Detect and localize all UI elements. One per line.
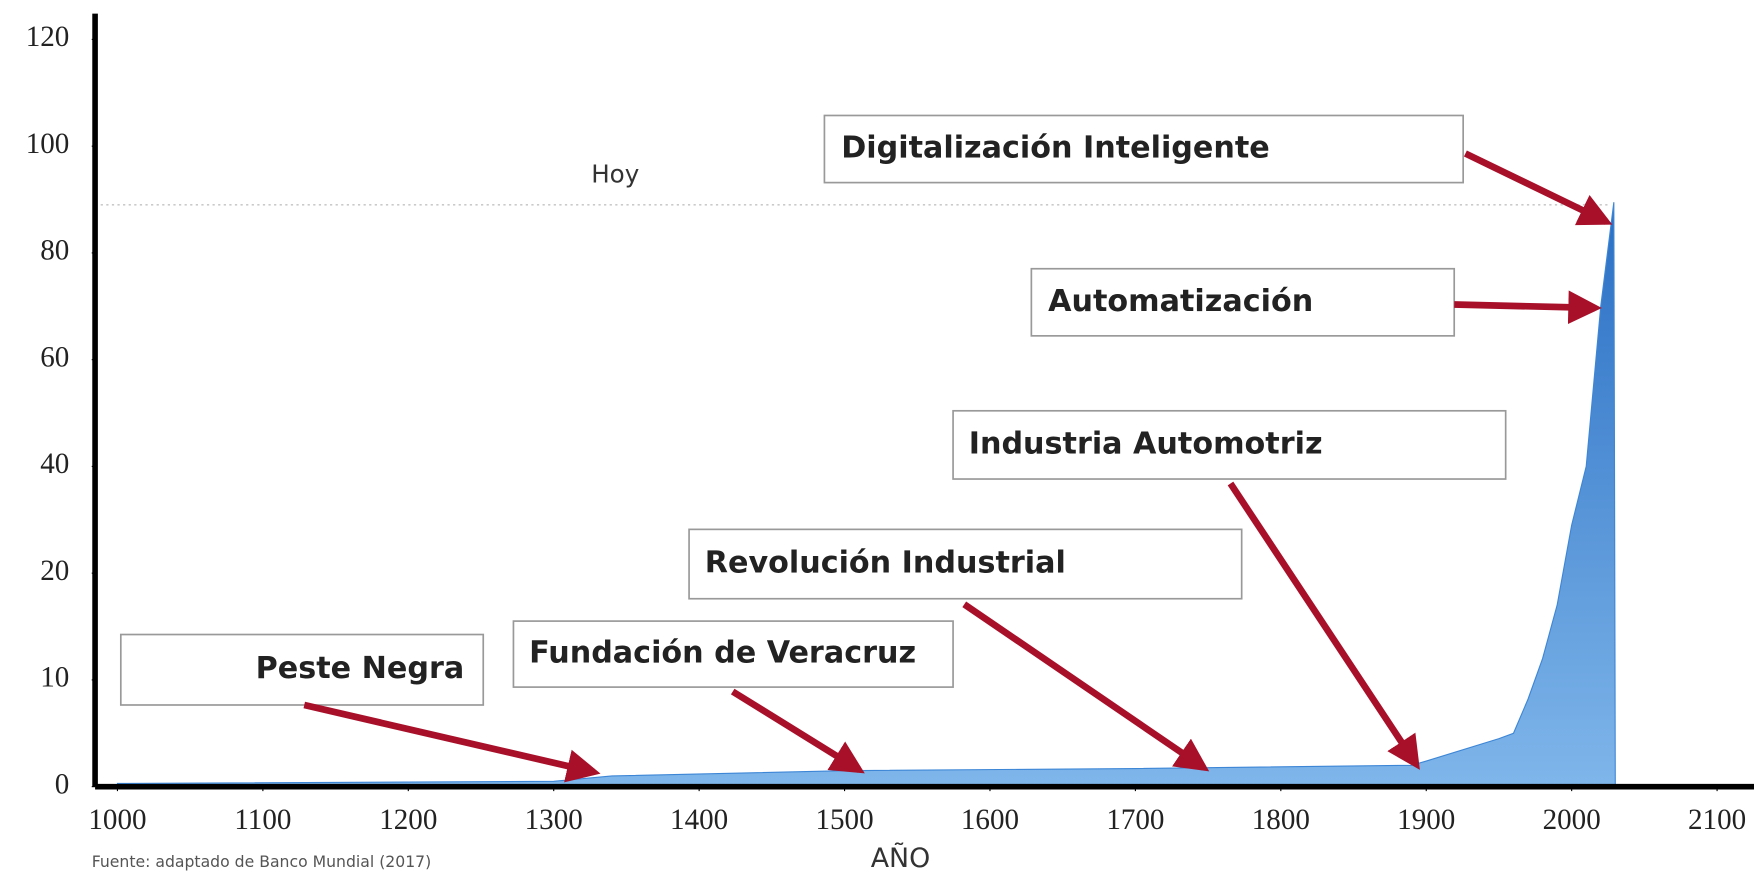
x-tick-label: 2100 [1688, 804, 1746, 836]
annotation-arrow [730, 688, 865, 774]
x-tick-label: 1700 [1106, 804, 1164, 836]
annotation-arrow [303, 701, 601, 783]
reference-label: Hoy [591, 160, 639, 189]
annotation-box [823, 114, 1464, 184]
x-tick-label: 1400 [670, 804, 728, 836]
x-tick-label: 1800 [1252, 804, 1310, 836]
annotation-box [512, 620, 954, 688]
annotation-arrow [1227, 481, 1420, 770]
annotation-text: Industria Automotriz [969, 426, 1323, 461]
x-tick-label: 1500 [815, 804, 873, 836]
annotation-arrow [1463, 150, 1613, 226]
x-tick-label: 1200 [379, 804, 437, 836]
source: Fuente: adaptado de Banco Mundial (2017) [92, 852, 432, 871]
annotation-text: Fundación de Veracruz [529, 636, 916, 671]
x-tick-label: 1900 [1397, 804, 1455, 836]
y-tick-label: 20 [40, 555, 69, 587]
x-tick-label: 1300 [525, 804, 583, 836]
y-tick-label: 10 [40, 662, 69, 694]
annotation-arrow [1454, 290, 1602, 325]
y-tick-label: 0 [55, 768, 70, 800]
x-tick-label: 1600 [961, 804, 1019, 836]
x-tick-label: 1000 [88, 804, 146, 836]
annotation-text: Revolución Industrial [705, 546, 1066, 581]
annotation-text: Peste Negra [256, 651, 465, 686]
annotation-text: Digitalización Inteligente [841, 131, 1270, 166]
x-axis-label: AÑO [871, 842, 931, 874]
x-tick-label: 2000 [1543, 804, 1601, 836]
annotation-arrow [962, 601, 1210, 772]
annotation-box [688, 528, 1243, 600]
y-tick-label: 40 [40, 448, 69, 480]
y-tick-label: 120 [26, 21, 70, 53]
annotation-text: Automatización [1048, 284, 1313, 319]
annotation-box [952, 409, 1507, 480]
annotation-box [1030, 267, 1456, 337]
annotation-box [119, 633, 485, 706]
y-tick-label: 60 [40, 341, 69, 373]
x-tick-label: 1100 [234, 804, 291, 836]
y-tick-label: 100 [26, 128, 70, 160]
y-tick-label: 80 [40, 235, 69, 267]
